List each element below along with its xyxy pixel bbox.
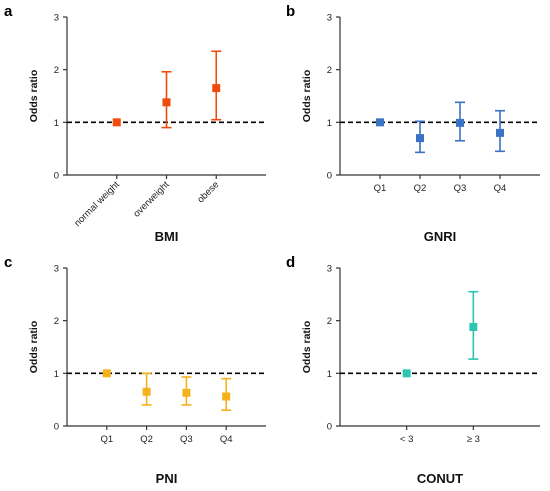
x-tick-label: Q4: [220, 434, 233, 445]
x-tick-label: overweight: [131, 179, 172, 220]
y-tick-label: 2: [54, 316, 59, 327]
x-axis-title: BMI: [155, 229, 179, 244]
odds-ratio-point: [162, 98, 171, 107]
odds-ratio-point: [112, 118, 121, 127]
y-tick-label: 1: [54, 118, 59, 129]
panel-a: a 0 1 2 3 Odds ratio normal weight overweight ob…: [4, 3, 266, 244]
panel-letter: c: [4, 254, 12, 271]
panel-letter: d: [286, 254, 295, 271]
x-tick-label: obese: [195, 179, 221, 205]
x-axis-title: CONUT: [417, 471, 463, 486]
y-axis-title: Odds ratio: [28, 70, 40, 123]
y-tick-label: 0: [54, 422, 59, 433]
odds-ratio-point: [456, 118, 464, 127]
y-tick-label: 0: [327, 171, 332, 182]
panel-c: c 0 1 2 3 Odds ratio Q1 Q2 Q3 Q4 PNI: [4, 254, 266, 486]
y-tick-label: 1: [327, 118, 332, 129]
x-axis-title: GNRI: [424, 229, 457, 244]
y-axis-title: Odds ratio: [301, 70, 313, 123]
odds-ratio-point: [142, 387, 151, 396]
x-tick-label: Q1: [374, 183, 387, 194]
x-tick-label: normal weight: [72, 179, 122, 229]
y-tick-label: 2: [327, 65, 332, 76]
x-tick-label: Q2: [414, 183, 427, 194]
y-axis-title: Odds ratio: [301, 321, 313, 374]
odds-ratio-point: [222, 392, 231, 401]
panel-letter: a: [4, 3, 13, 20]
y-tick-label: 1: [54, 369, 59, 380]
y-tick-label: 3: [327, 13, 332, 24]
x-tick-label: ≥ 3: [467, 434, 480, 445]
panel-letter: b: [286, 3, 295, 20]
odds-ratio-point: [496, 128, 504, 137]
y-axis-title: Odds ratio: [28, 321, 40, 374]
x-tick-label: < 3: [400, 434, 413, 445]
y-tick-label: 2: [54, 65, 59, 76]
odds-ratio-point: [376, 118, 384, 127]
panel-d: d 0 1 2 3 Odds ratio < 3 ≥ 3 CONUT: [286, 254, 540, 486]
y-tick-label: 3: [54, 264, 59, 275]
x-tick-label: Q1: [100, 434, 113, 445]
y-tick-label: 0: [327, 422, 332, 433]
x-axis-title: PNI: [156, 471, 178, 486]
odds-ratio-point: [469, 322, 478, 331]
panel-b: b 0 1 2 3 Odds ratio Q1 Q2 Q3 Q4 GNRI: [286, 3, 540, 244]
odds-ratio-point: [182, 388, 191, 397]
y-tick-label: 2: [327, 316, 332, 327]
x-tick-label: Q3: [454, 183, 467, 194]
odds-ratio-point: [402, 369, 411, 378]
odds-ratio-point: [416, 134, 424, 143]
odds-ratio-point: [212, 84, 221, 93]
y-tick-label: 1: [327, 369, 332, 380]
odds-ratio-point: [102, 369, 111, 378]
x-tick-label: Q3: [180, 434, 193, 445]
y-tick-label: 0: [54, 171, 59, 182]
y-tick-label: 3: [327, 264, 332, 275]
y-tick-label: 3: [54, 13, 59, 24]
x-tick-label: Q4: [494, 183, 507, 194]
x-tick-label: Q2: [140, 434, 153, 445]
